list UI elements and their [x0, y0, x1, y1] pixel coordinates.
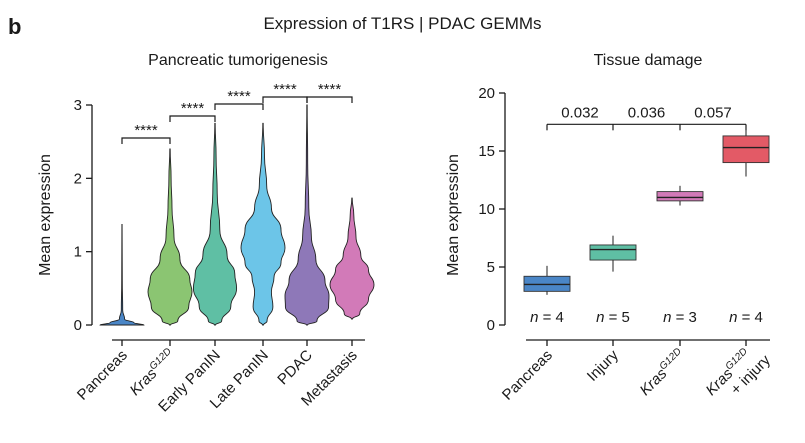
box [589, 244, 637, 261]
n-label: n = 5 [596, 309, 630, 326]
tick-label: Pancreas [74, 347, 131, 404]
tick-label: Pancreas [499, 347, 556, 404]
x-tick-label-group: Pancreas [499, 347, 556, 404]
x-tick-label-group: Pancreas [74, 347, 131, 404]
p-value-label: 0.032 [561, 104, 599, 121]
violin [192, 122, 238, 326]
y-tick-label: 15 [478, 143, 495, 160]
significance-label: **** [318, 81, 342, 98]
panel-title: Pancreatic tumorigenesis [148, 52, 328, 69]
y-tick-label: 0 [74, 317, 82, 334]
violin [329, 197, 375, 320]
n-label: n = 4 [530, 309, 564, 326]
significance-bracket [214, 103, 264, 110]
n-label: n = 4 [729, 309, 763, 326]
tick-label: Injury [584, 346, 622, 384]
significance-label: **** [273, 81, 297, 98]
violin [284, 104, 330, 326]
tick-label: KrasG12D [636, 346, 689, 399]
y-tick-label: 0 [487, 317, 495, 334]
box [656, 191, 704, 202]
significance-label: **** [227, 88, 251, 105]
figure-title: Expression of T1RS | PDAC GEMMs [263, 14, 542, 33]
x-tick-label-group: Injury [584, 346, 622, 384]
p-value-label: 0.036 [628, 104, 666, 121]
violin [99, 224, 145, 326]
x-tick-label-group: KrasG12D [636, 346, 689, 399]
y-tick-label: 2 [74, 170, 82, 187]
violin [147, 148, 193, 326]
y-axis-label: Mean expression [37, 154, 54, 276]
x-tick-label-group: KrasG12D+ injury [703, 346, 775, 399]
y-tick-label: 3 [74, 97, 82, 114]
y-tick-label: 5 [487, 259, 495, 276]
significance-label: **** [134, 122, 158, 139]
y-tick-label: 20 [478, 85, 495, 102]
x-tick-label-group: PDAC [274, 347, 316, 389]
significance-bracket [306, 96, 353, 103]
violin [240, 122, 286, 326]
n-label: n = 3 [663, 309, 697, 326]
panel-title: Tissue damage [594, 52, 703, 69]
significance-bracket [169, 115, 216, 122]
y-tick-label: 10 [478, 201, 495, 218]
y-tick-label: 1 [74, 244, 82, 261]
panel-letter: b [8, 14, 22, 39]
significance-label: **** [181, 100, 205, 117]
y-axis-label: Mean expression [445, 154, 462, 276]
significance-bracket [121, 137, 171, 144]
box [722, 135, 770, 164]
p-value-label: 0.057 [694, 104, 732, 121]
tick-label: PDAC [274, 347, 316, 389]
